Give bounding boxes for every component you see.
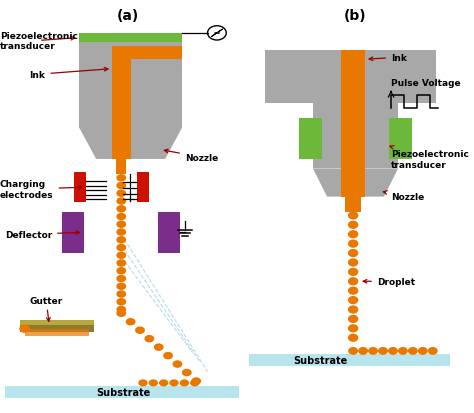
Circle shape	[116, 182, 126, 190]
Circle shape	[348, 296, 358, 304]
Circle shape	[116, 267, 126, 275]
Circle shape	[116, 252, 126, 259]
Circle shape	[116, 298, 126, 306]
Circle shape	[182, 369, 192, 376]
Circle shape	[116, 229, 126, 236]
Circle shape	[190, 380, 200, 387]
Text: Substrate: Substrate	[293, 355, 347, 365]
FancyBboxPatch shape	[265, 51, 436, 103]
FancyBboxPatch shape	[249, 354, 450, 366]
Circle shape	[348, 347, 358, 355]
Circle shape	[138, 380, 147, 387]
Circle shape	[116, 206, 126, 213]
Circle shape	[116, 306, 126, 313]
Circle shape	[208, 27, 226, 41]
Text: Nozzle: Nozzle	[164, 150, 218, 162]
Circle shape	[348, 240, 358, 248]
Circle shape	[116, 283, 126, 290]
Circle shape	[180, 380, 189, 387]
FancyBboxPatch shape	[116, 159, 126, 175]
Circle shape	[348, 221, 358, 229]
Circle shape	[348, 324, 358, 332]
Circle shape	[163, 352, 173, 359]
Text: Ink: Ink	[369, 54, 407, 63]
Text: Piezoelectronic
transducer: Piezoelectronic transducer	[390, 146, 469, 169]
Circle shape	[368, 347, 378, 355]
Circle shape	[348, 287, 358, 295]
FancyBboxPatch shape	[137, 173, 149, 203]
Circle shape	[348, 212, 358, 220]
FancyBboxPatch shape	[20, 326, 94, 332]
Text: Gutter: Gutter	[29, 296, 63, 322]
Circle shape	[149, 380, 158, 387]
Text: ~: ~	[213, 29, 221, 39]
Text: Ink: Ink	[29, 68, 108, 80]
Text: Substrate: Substrate	[96, 387, 150, 397]
Circle shape	[116, 198, 126, 205]
Circle shape	[116, 244, 126, 252]
Text: Deflector: Deflector	[5, 230, 80, 239]
Text: Pulse Voltage: Pulse Voltage	[391, 79, 461, 88]
Circle shape	[191, 377, 201, 385]
FancyBboxPatch shape	[20, 320, 94, 326]
Circle shape	[398, 347, 408, 355]
FancyBboxPatch shape	[112, 47, 182, 60]
FancyBboxPatch shape	[158, 212, 180, 254]
Circle shape	[116, 260, 126, 267]
Circle shape	[418, 347, 428, 355]
FancyBboxPatch shape	[5, 386, 239, 398]
FancyBboxPatch shape	[341, 51, 365, 197]
Circle shape	[378, 347, 388, 355]
Circle shape	[358, 347, 368, 355]
Polygon shape	[313, 169, 398, 197]
Circle shape	[116, 213, 126, 221]
Circle shape	[348, 334, 358, 342]
Circle shape	[173, 361, 182, 368]
Circle shape	[348, 306, 358, 314]
Circle shape	[408, 347, 418, 355]
Circle shape	[116, 221, 126, 228]
Circle shape	[348, 249, 358, 258]
Circle shape	[116, 236, 126, 244]
Circle shape	[348, 259, 358, 267]
Circle shape	[348, 278, 358, 286]
Circle shape	[19, 325, 30, 333]
Polygon shape	[79, 128, 182, 159]
FancyBboxPatch shape	[313, 103, 398, 169]
FancyBboxPatch shape	[62, 212, 84, 254]
FancyBboxPatch shape	[345, 197, 361, 212]
FancyBboxPatch shape	[79, 34, 182, 128]
Circle shape	[154, 344, 164, 351]
Text: Piezoelectronic
transducer: Piezoelectronic transducer	[0, 32, 78, 51]
Text: (b): (b)	[344, 9, 367, 24]
Text: Nozzle: Nozzle	[383, 191, 424, 202]
Circle shape	[126, 318, 136, 326]
Text: (a): (a)	[117, 9, 139, 24]
FancyBboxPatch shape	[79, 34, 182, 43]
Text: Charging
electrodes: Charging electrodes	[0, 180, 82, 199]
Circle shape	[348, 268, 358, 276]
FancyBboxPatch shape	[389, 118, 412, 159]
FancyBboxPatch shape	[299, 118, 322, 159]
Circle shape	[145, 335, 155, 343]
Circle shape	[116, 290, 126, 298]
FancyBboxPatch shape	[112, 47, 131, 159]
Circle shape	[159, 380, 168, 387]
Circle shape	[116, 275, 126, 282]
Circle shape	[169, 380, 179, 387]
Circle shape	[428, 347, 438, 355]
Circle shape	[388, 347, 398, 355]
Circle shape	[116, 175, 126, 182]
Circle shape	[348, 315, 358, 323]
FancyBboxPatch shape	[25, 329, 89, 336]
FancyBboxPatch shape	[74, 173, 86, 203]
Circle shape	[348, 230, 358, 239]
Text: Droplet: Droplet	[363, 277, 415, 286]
Circle shape	[116, 190, 126, 197]
Circle shape	[135, 327, 145, 334]
Circle shape	[116, 310, 126, 317]
